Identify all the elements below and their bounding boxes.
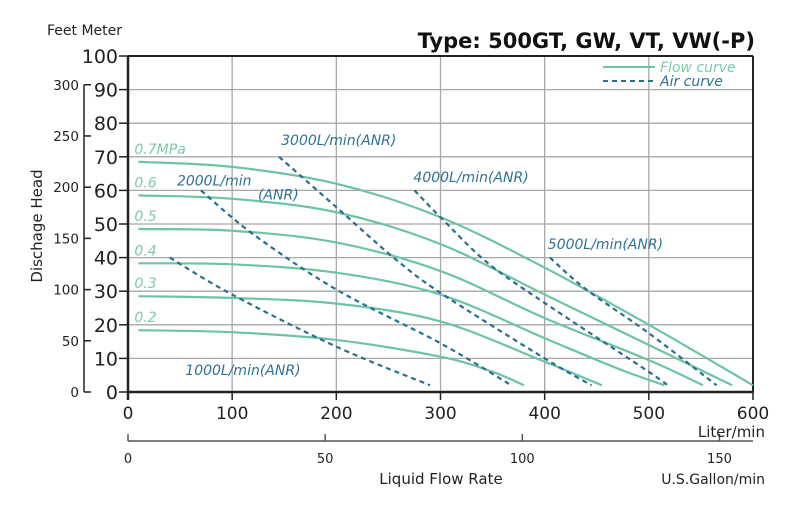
air-curve-label: 4000L/min(ANR) [413, 170, 528, 186]
flow-curve-02 [138, 329, 525, 387]
y-axis-title: Dischage Head [28, 169, 46, 282]
x-unit-liter: Liter/min [698, 423, 765, 441]
legend: Flow curve Air curve [603, 60, 736, 90]
y-tick-label-meter: 40 [94, 248, 118, 270]
chart-title: Type: 500GT, GW, VT, VW(-P) [418, 29, 755, 53]
series: 0.7MPa 0.6 0.5 0.4 0.3 0.2 1000L/min(ANR) 2000L… [134, 133, 754, 387]
y-tick-label-meter: 90 [94, 80, 118, 102]
flow-curve-label: 0.4 [134, 243, 156, 259]
flow-curve-label: 0.7MPa [134, 142, 185, 158]
y-tick-label-feet: 100 [53, 283, 79, 299]
y-tick-label-meter: 10 [94, 348, 118, 370]
flow-curve-label: 0.2 [134, 310, 156, 326]
flow-curve-label: 0.5 [134, 209, 156, 225]
x-tick-label: 400 [528, 404, 560, 424]
y-tick-label-feet: 200 [53, 180, 79, 196]
x-axis-title: Liquid Flow Rate [379, 470, 502, 488]
x-tick-label-gallon: 0 [124, 452, 132, 467]
y-tick-label-meter: 0 [106, 382, 118, 404]
y-tick-label-meter: 70 [94, 147, 118, 169]
air-curve-label: 5000L/min(ANR) [548, 237, 663, 253]
y-units-header: Feet Meter [47, 23, 122, 39]
y-tick-label-feet: 150 [53, 231, 79, 247]
air-curve-label: 3000L/min(ANR) [281, 133, 396, 149]
y-tick-label-meter: 100 [82, 46, 118, 68]
y-tick-label-meter: 50 [94, 214, 118, 236]
x-unit-gallon: U.S.Gallon/min [661, 472, 765, 488]
flow-curve-06 [138, 194, 733, 387]
air-curve-label: 2000L/min [177, 173, 252, 189]
y-tick-label-feet: 300 [53, 78, 79, 94]
y-tick-label-feet: 50 [62, 334, 79, 350]
y-tick-label-meter: 60 [94, 180, 118, 202]
legend-flow-label: Flow curve [660, 60, 736, 76]
x-tick-label: 300 [424, 404, 456, 424]
flow-curve-04 [138, 262, 665, 387]
y-tick-label-feet: 250 [53, 129, 79, 145]
y-tick-label-meter: 30 [94, 281, 118, 303]
x-tick-label-gallon: 150 [707, 452, 732, 467]
x-tick-label: 600 [737, 404, 769, 424]
flow-curve-label: 0.3 [134, 276, 156, 292]
x-tick-label: 0 [123, 404, 134, 424]
y-tick-label-meter: 20 [94, 315, 118, 337]
x-tick-label-gallon: 100 [510, 452, 535, 467]
flow-curve-05 [138, 227, 704, 387]
air-curve-5000 [549, 256, 718, 387]
legend-air-label: Air curve [659, 74, 723, 90]
x-tick-label-gallon: 50 [317, 452, 334, 467]
grid [128, 56, 753, 392]
y-tick-label-feet: 0 [70, 385, 79, 401]
flow-curve-label: 0.6 [134, 175, 156, 191]
air-curve-3000 [278, 155, 593, 387]
air-curve-4000 [413, 189, 669, 387]
air-curve-label: 1000L/min(ANR) [185, 363, 300, 379]
x-tick-label: 100 [216, 404, 248, 424]
flow-curve-03 [138, 295, 603, 387]
y-tick-label-meter: 80 [94, 113, 118, 135]
air-curve-label-sub: (ANR) [258, 187, 299, 203]
x-tick-label: 500 [633, 404, 665, 424]
x-tick-label: 200 [320, 404, 352, 424]
